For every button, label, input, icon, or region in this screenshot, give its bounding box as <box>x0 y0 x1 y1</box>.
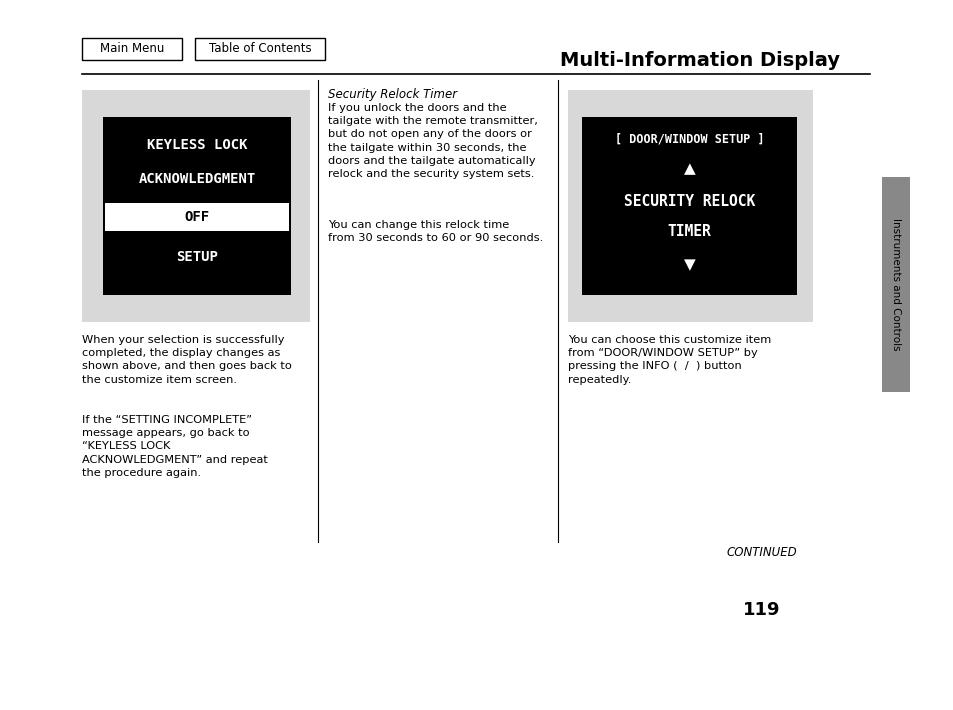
Bar <box>882 177 909 392</box>
Text: OFF: OFF <box>184 210 210 224</box>
Text: If the “SETTING INCOMPLETE”
message appears, go back to
“KEYLESS LOCK
ACKNOWLEDG: If the “SETTING INCOMPLETE” message appe… <box>82 415 268 478</box>
Bar <box>194 38 325 60</box>
Bar <box>82 38 182 60</box>
Text: Table of Contents: Table of Contents <box>209 43 311 55</box>
Text: ▲: ▲ <box>683 161 695 177</box>
Text: 119: 119 <box>742 601 780 619</box>
Bar <box>581 117 796 295</box>
Text: When your selection is successfully
completed, the display changes as
shown abov: When your selection is successfully comp… <box>82 335 292 385</box>
Text: If you unlock the doors and the
tailgate with the remote transmitter,
but do not: If you unlock the doors and the tailgate… <box>328 103 537 179</box>
Text: You can change this relock time
from 30 seconds to 60 or 90 seconds.: You can change this relock time from 30 … <box>328 220 542 244</box>
Text: SECURITY RELOCK: SECURITY RELOCK <box>623 195 755 209</box>
Bar <box>105 203 289 231</box>
Text: ▼: ▼ <box>683 258 695 273</box>
Text: Security Relock Timer: Security Relock Timer <box>328 88 456 101</box>
Text: SETUP: SETUP <box>176 250 217 264</box>
Text: CONTINUED: CONTINUED <box>726 545 797 559</box>
Text: You can choose this customize item
from “DOOR/WINDOW SETUP” by
pressing the INFO: You can choose this customize item from … <box>567 335 770 385</box>
Text: Instruments and Controls: Instruments and Controls <box>890 218 900 351</box>
Bar <box>567 90 812 322</box>
Text: [ DOOR/WINDOW SETUP ]: [ DOOR/WINDOW SETUP ] <box>614 133 763 146</box>
Text: TIMER: TIMER <box>667 224 711 239</box>
Text: ACKNOWLEDGMENT: ACKNOWLEDGMENT <box>138 172 255 186</box>
Bar <box>82 90 310 322</box>
Text: Multi-Information Display: Multi-Information Display <box>559 52 840 70</box>
Bar <box>103 117 291 295</box>
Text: KEYLESS LOCK: KEYLESS LOCK <box>147 138 247 152</box>
Text: Main Menu: Main Menu <box>100 43 164 55</box>
